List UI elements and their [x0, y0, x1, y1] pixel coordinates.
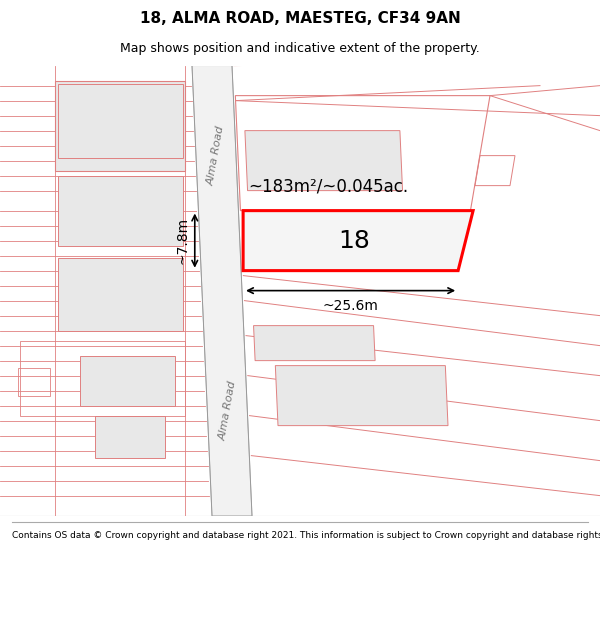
- Text: ~25.6m: ~25.6m: [323, 299, 379, 312]
- Text: ~183m²/~0.045ac.: ~183m²/~0.045ac.: [248, 177, 408, 196]
- Polygon shape: [55, 81, 185, 171]
- Polygon shape: [243, 211, 473, 271]
- Text: Contains OS data © Crown copyright and database right 2021. This information is : Contains OS data © Crown copyright and d…: [12, 531, 600, 540]
- Polygon shape: [95, 416, 165, 457]
- Text: 18, ALMA ROAD, MAESTEG, CF34 9AN: 18, ALMA ROAD, MAESTEG, CF34 9AN: [140, 11, 460, 26]
- Polygon shape: [254, 326, 375, 361]
- Polygon shape: [58, 84, 183, 158]
- Text: 18: 18: [338, 229, 370, 253]
- Polygon shape: [58, 176, 183, 246]
- Text: Map shows position and indicative extent of the property.: Map shows position and indicative extent…: [120, 42, 480, 54]
- Polygon shape: [245, 131, 403, 191]
- Text: ~7.8m: ~7.8m: [176, 217, 190, 264]
- Text: Alma Road: Alma Road: [206, 125, 226, 186]
- Polygon shape: [275, 366, 448, 426]
- Polygon shape: [192, 66, 252, 516]
- Text: Alma Road: Alma Road: [217, 380, 238, 441]
- Polygon shape: [80, 356, 175, 406]
- Polygon shape: [58, 258, 183, 331]
